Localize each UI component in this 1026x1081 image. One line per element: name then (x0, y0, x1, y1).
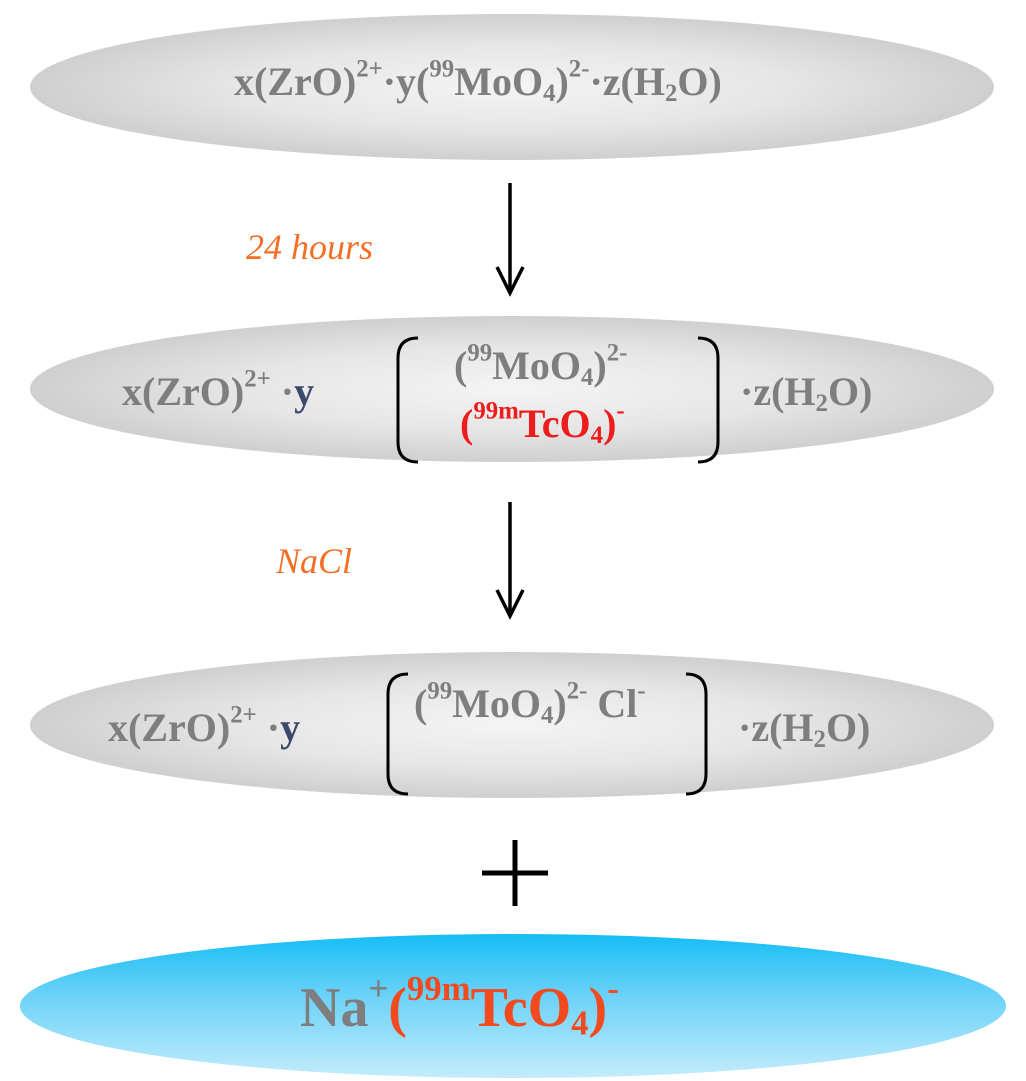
generator-right-formula: ·z(H2O) (740, 369, 873, 418)
depleted-right-formula: ·z(H2O) (738, 705, 871, 754)
depleted-ellipse (30, 652, 994, 798)
generator-ellipse (30, 316, 994, 462)
generator-left-formula: x(ZrO)2+ ·y (122, 365, 315, 414)
decay-arrow (495, 183, 525, 297)
pertechnetate-formula: (99mTcO4)- (460, 397, 625, 450)
product-ellipse (20, 934, 1006, 1078)
eluent-label: NaCl (276, 541, 353, 581)
molybdate-formula: (99MoO4)2- (454, 339, 628, 392)
reactant-formula: x(ZrO)2+·y(99MoO4)2-·z(H2O) (234, 55, 722, 108)
right-bracket (697, 336, 720, 464)
depleted-left-formula: x(ZrO)2+ ·y (108, 701, 301, 750)
reactant-ellipse (30, 14, 994, 160)
right-bracket-2 (685, 672, 708, 796)
left-bracket-2 (386, 672, 409, 796)
plus-sign (482, 840, 548, 906)
product-formula: Na+(99mTcO4)- (300, 968, 619, 1043)
left-bracket (396, 336, 419, 464)
decay-time-label: 24 hours (246, 227, 374, 267)
elution-arrow (495, 502, 525, 620)
molybdate-chloride-formula: (99MoO4)2- Cl- (414, 677, 646, 730)
